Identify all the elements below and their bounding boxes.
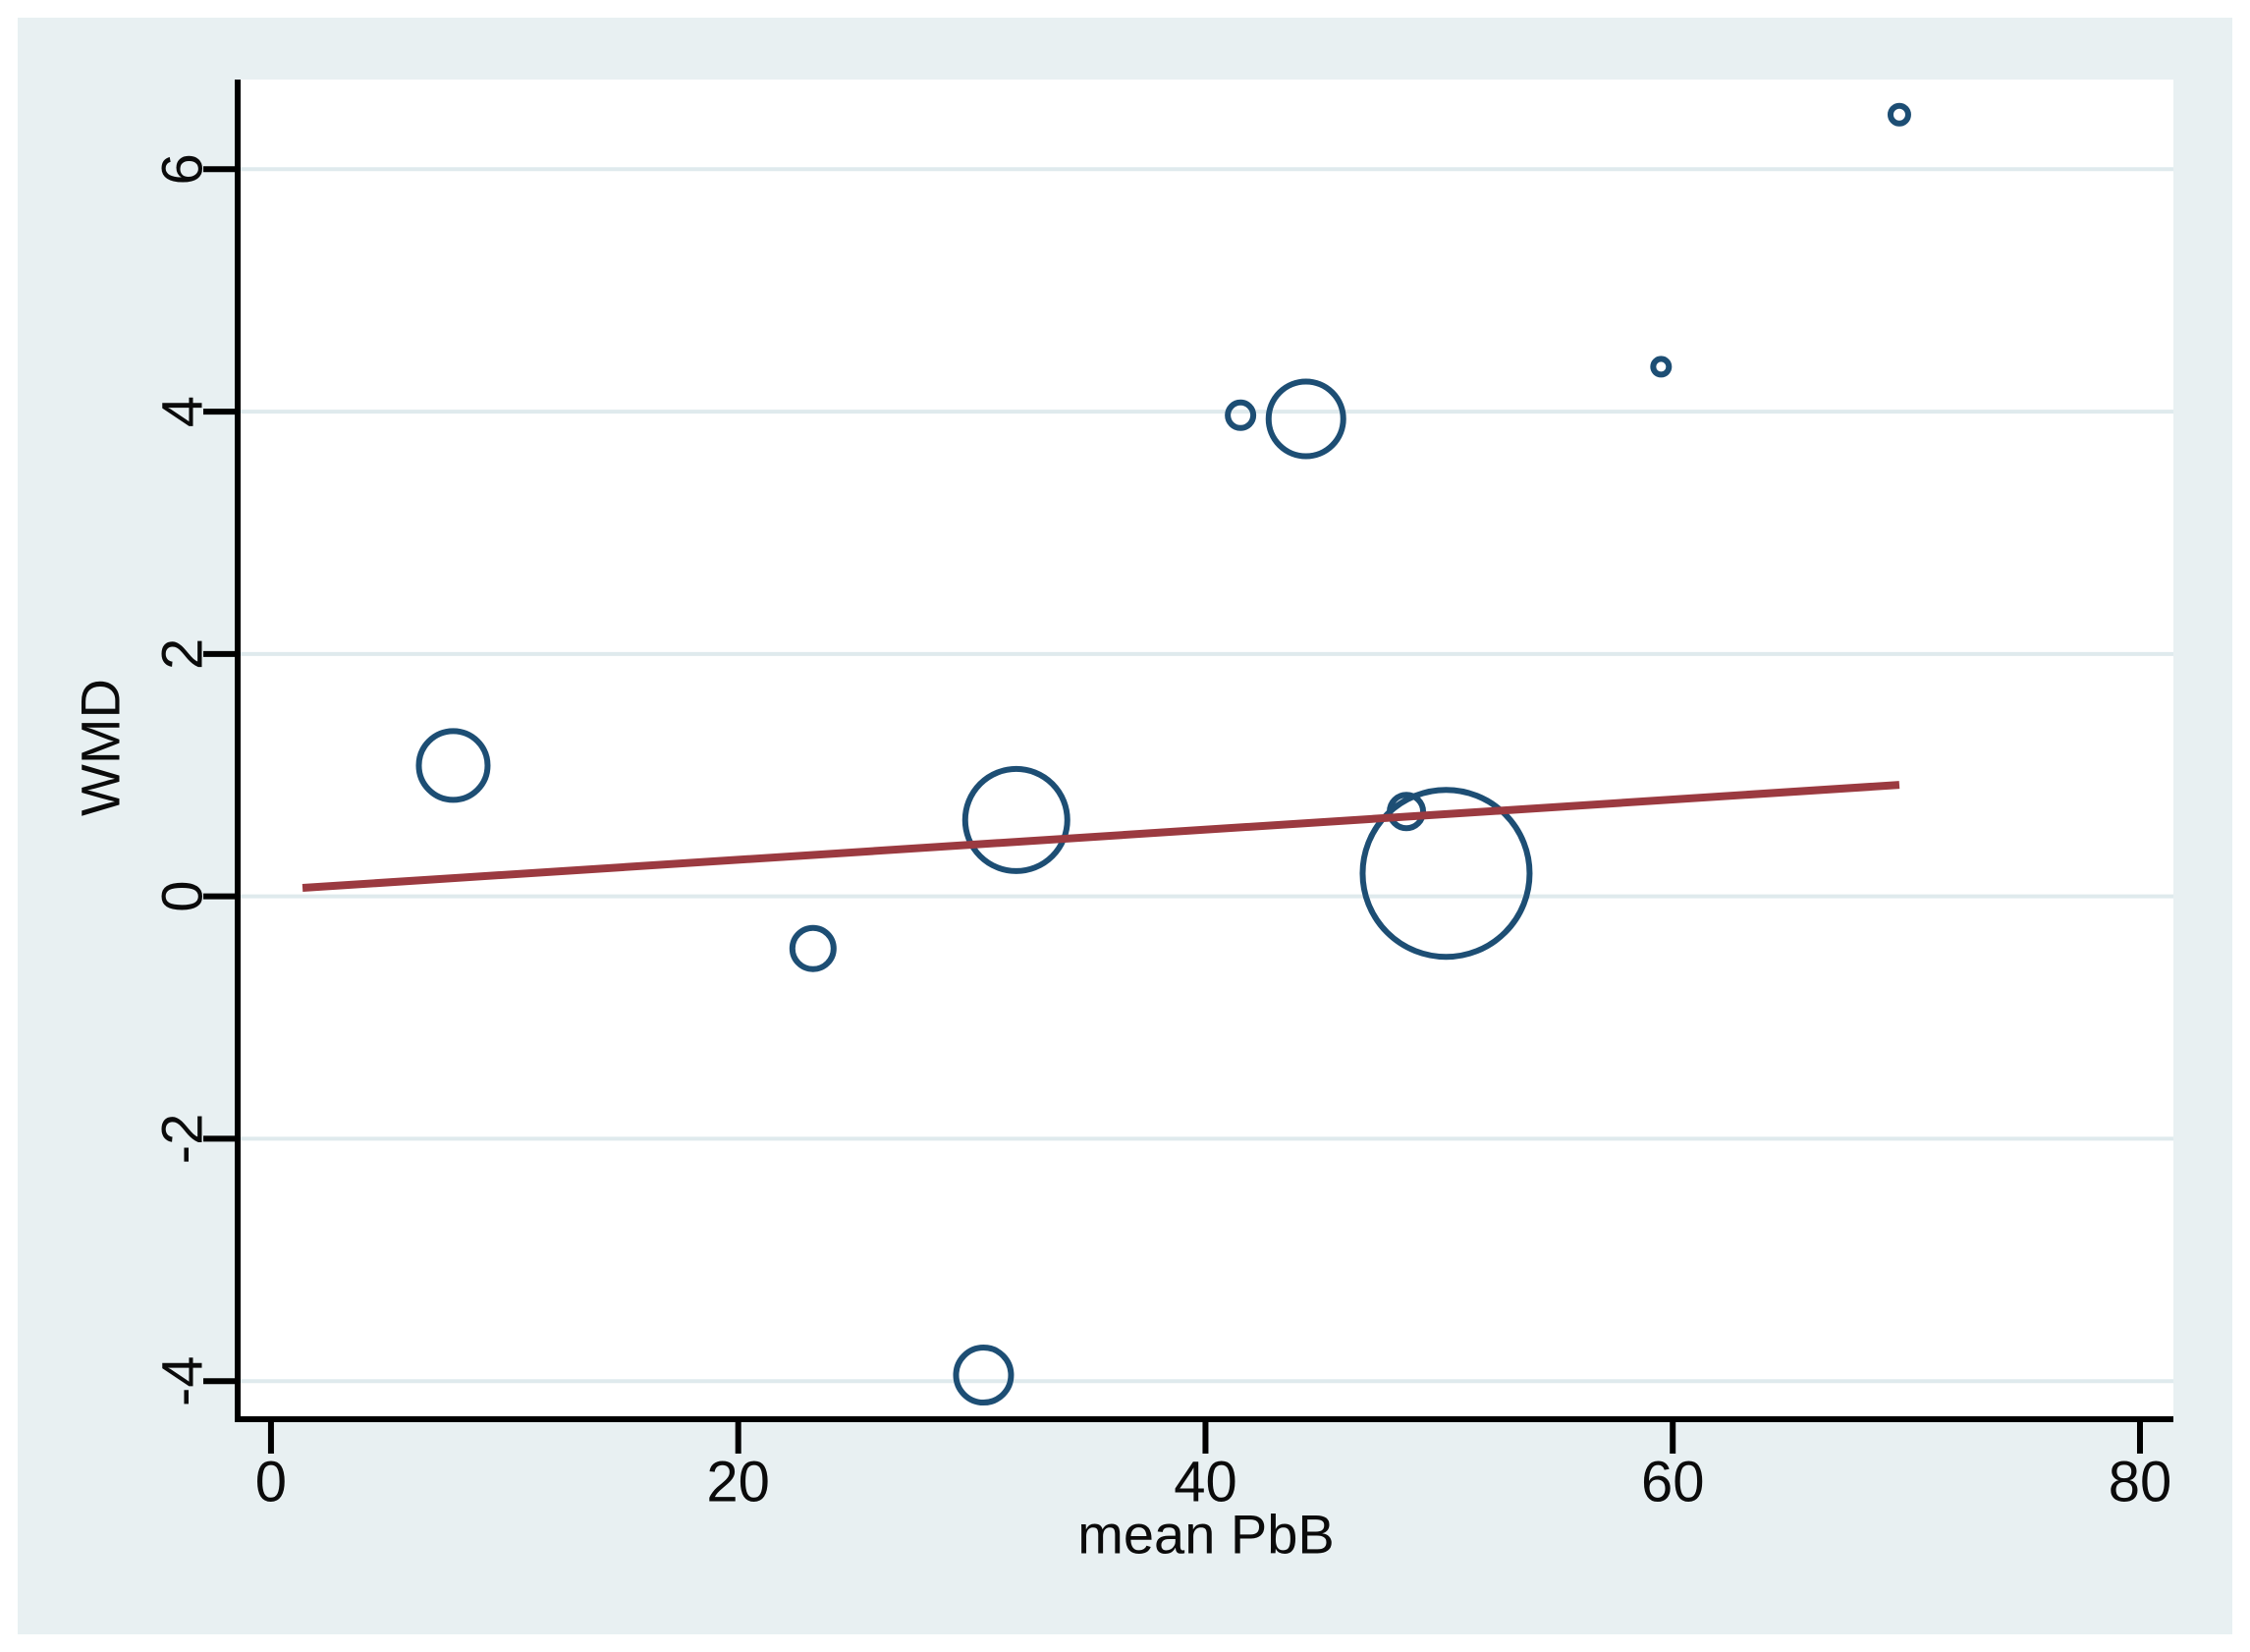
y-tick-label: -4 [150, 1355, 214, 1406]
x-axis-title: mean PbB [1077, 1504, 1335, 1566]
y-tick-label: 6 [150, 153, 214, 185]
bubble [1225, 399, 1257, 431]
y-tick-label: 0 [150, 881, 214, 912]
bubble [1650, 356, 1673, 378]
x-tick-label: 80 [2109, 1450, 2172, 1514]
x-tick-label: 40 [1174, 1450, 1237, 1514]
bubble [1887, 102, 1911, 127]
y-tick-label: -2 [150, 1114, 214, 1165]
x-tick-label: 0 [255, 1450, 287, 1514]
fit-line [302, 781, 1900, 893]
bubble [953, 1345, 1015, 1406]
y-tick-label: 4 [150, 396, 214, 427]
x-tick-label: 20 [706, 1450, 770, 1514]
y-tick-label: 2 [150, 638, 214, 670]
plot-area [241, 80, 2173, 1416]
bubble [415, 728, 491, 803]
bubble [961, 765, 1070, 874]
y-axis-title: WMD [70, 679, 132, 816]
bubble [1359, 787, 1533, 961]
x-tick-label: 60 [1641, 1450, 1705, 1514]
bubble [1265, 378, 1346, 460]
bubble [789, 924, 837, 972]
